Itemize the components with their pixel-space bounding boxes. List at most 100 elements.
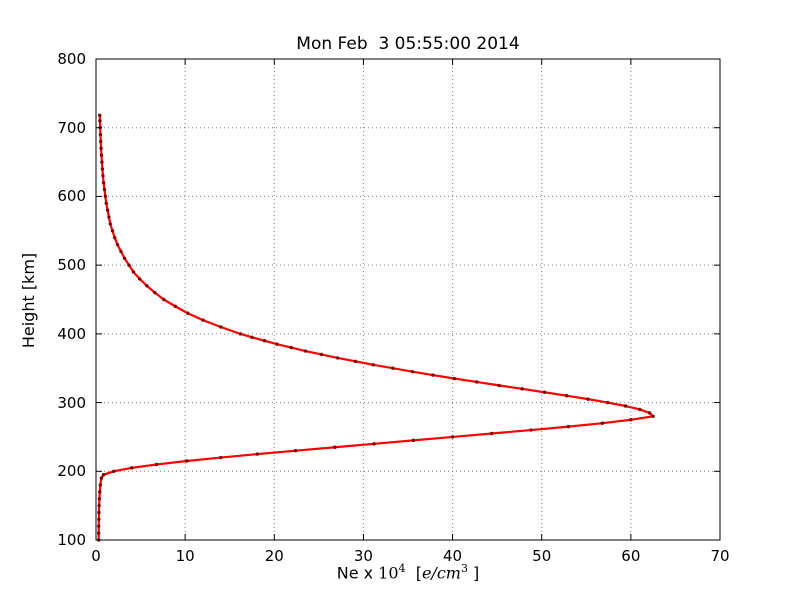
data-marker (119, 249, 123, 254)
data-marker (99, 153, 104, 157)
x-tick-label: 20 (264, 547, 284, 565)
data-marker (391, 366, 395, 370)
data-marker (586, 397, 590, 401)
data-marker (97, 510, 101, 515)
data-marker (101, 473, 106, 477)
data-marker (108, 222, 112, 226)
data-marker (647, 411, 652, 415)
data-marker (100, 167, 105, 171)
data-marker (110, 229, 115, 233)
x-axis-label-base: 10 (378, 563, 399, 583)
x-axis-label-prefix: Ne x (336, 563, 379, 583)
x-axis-label-bracket-close: ] (467, 563, 480, 583)
y-tick-label: 400 (57, 324, 86, 343)
data-line (97, 115, 655, 540)
data-marker (105, 208, 110, 212)
x-tick-label: 40 (443, 547, 463, 565)
data-marker (103, 194, 108, 199)
data-marker (250, 335, 254, 339)
data-marker (542, 390, 547, 394)
data-marker (638, 407, 642, 412)
data-marker (102, 187, 107, 192)
data-marker (289, 345, 293, 350)
y-tick-label: 600 (57, 187, 86, 206)
data-marker (564, 394, 569, 398)
data-marker (319, 352, 324, 357)
data-marker (275, 342, 279, 346)
data-marker (145, 284, 149, 288)
data-marker (98, 483, 102, 487)
x-tick-label: 60 (621, 547, 641, 565)
data-marker (97, 524, 101, 528)
data-marker (520, 387, 524, 391)
data-marker (101, 174, 105, 178)
x-axis-label-units: e/cm (421, 563, 461, 583)
y-tick-label: 500 (57, 256, 86, 275)
data-marker (219, 325, 223, 329)
data-marker (107, 215, 111, 219)
x-tick-label: 30 (353, 547, 373, 565)
data-marker (113, 235, 117, 240)
data-marker (173, 304, 178, 309)
data-marker (474, 380, 479, 384)
y-tick-label: 200 (57, 462, 86, 481)
data-marker (98, 113, 102, 118)
data-marker (490, 431, 494, 436)
data-marker (131, 270, 136, 274)
data-marker (97, 503, 101, 508)
data-marker (154, 462, 159, 467)
data-marker (153, 290, 157, 295)
data-marker (371, 363, 375, 367)
data-marker (238, 332, 243, 336)
x-axis-label-units-exponent: 3 (460, 562, 468, 575)
data-marker (497, 383, 501, 388)
x-axis-label-exponent: 4 (398, 562, 406, 575)
data-marker (335, 356, 340, 360)
data-marker (115, 242, 120, 247)
data-marker (293, 448, 298, 453)
data-marker (101, 180, 106, 185)
data-marker (431, 373, 435, 377)
data-marker (410, 369, 415, 374)
x-tick-label: 50 (532, 547, 552, 565)
data-marker (529, 428, 533, 432)
data-marker (96, 531, 101, 535)
data-marker (129, 466, 134, 470)
data-marker (137, 277, 142, 281)
x-axis-label: Ne x 104 [e/cm3 ] (96, 562, 720, 582)
data-marker (99, 139, 103, 144)
x-tick-label: 70 (710, 547, 730, 565)
data-marker (162, 297, 166, 302)
data-marker (99, 146, 103, 151)
data-marker (100, 160, 104, 164)
data-marker (262, 339, 267, 343)
data-marker (122, 256, 127, 260)
data-marker (333, 445, 337, 449)
data-marker (450, 435, 455, 439)
data-marker (127, 263, 131, 267)
data-marker (651, 414, 655, 419)
data-marker (452, 376, 457, 381)
data-marker (201, 318, 205, 322)
data-marker (97, 517, 101, 522)
x-axis-label-bracket-open: [ (405, 563, 422, 583)
data-marker (255, 452, 260, 456)
y-tick-label: 800 (57, 50, 86, 68)
data-marker (629, 418, 633, 422)
data-marker (104, 201, 108, 205)
y-tick-label: 700 (57, 118, 86, 137)
axis-box (95, 58, 721, 541)
data-marker (372, 442, 376, 446)
data-marker (219, 455, 223, 460)
data-marker (98, 132, 103, 137)
data-marker (353, 359, 358, 364)
x-tick-label: 0 (91, 547, 101, 565)
data-marker (98, 119, 102, 123)
data-marker (186, 311, 190, 315)
y-tick-label: 100 (57, 531, 86, 549)
data-marker (99, 476, 104, 480)
data-marker (112, 469, 116, 473)
data-marker (97, 497, 102, 501)
